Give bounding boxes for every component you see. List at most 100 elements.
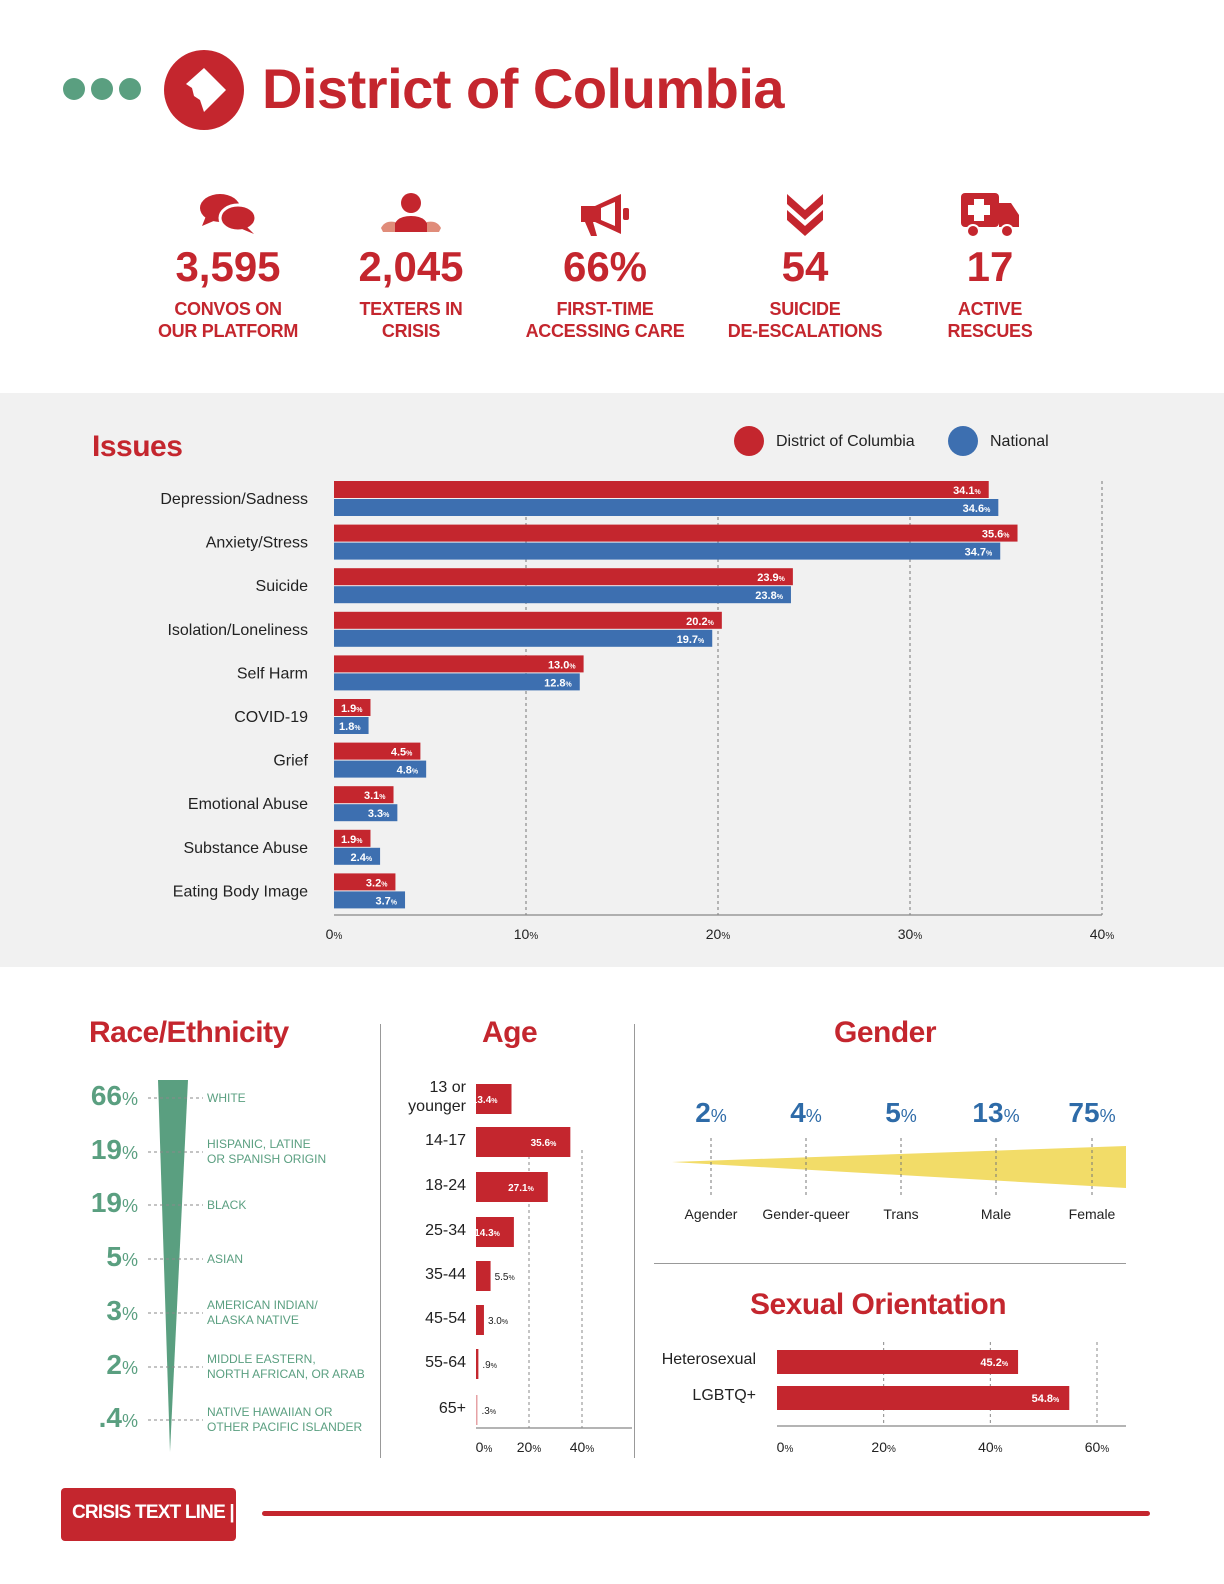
tick-label-value: 0 xyxy=(326,926,334,942)
data-label: 4.8% xyxy=(397,765,419,777)
category-label: Anxiety/Stress xyxy=(206,535,308,552)
bar-national xyxy=(334,847,381,865)
data-label: 3.2% xyxy=(366,877,388,889)
age-data-label-value: 5.5 xyxy=(495,1272,509,1283)
stat-value: 54 xyxy=(781,243,829,290)
orientation-title: Sexual Orientation xyxy=(750,1288,1007,1321)
stat-deescalations: 54 SUICIDE DE-ESCALATIONS xyxy=(705,188,905,342)
age-data-label-value: 14.3 xyxy=(474,1228,494,1239)
data-label-value: 4.8 xyxy=(397,765,412,777)
tick-label-unit: % xyxy=(483,1444,492,1455)
stat-value: 17 xyxy=(966,243,1014,290)
race-percent-value: 2 xyxy=(106,1349,122,1380)
age-data-label: 27.1% xyxy=(508,1183,534,1194)
age-data-label-unit: % xyxy=(490,1409,496,1416)
data-label-value: 34.7 xyxy=(965,547,986,559)
data-label-value: 2.4 xyxy=(351,852,367,864)
tick-label-unit: % xyxy=(994,1444,1003,1455)
megaphone-icon xyxy=(505,188,705,240)
bar-national xyxy=(334,629,713,647)
dc-map-icon xyxy=(164,50,244,130)
orientation-data-label-value: 54.8 xyxy=(1032,1393,1053,1405)
age-title: Age xyxy=(482,1016,538,1049)
age-data-label: .9% xyxy=(482,1360,497,1371)
gender-percent: 4% xyxy=(790,1097,822,1129)
category-label-value: Isolation/Loneliness xyxy=(167,622,308,639)
tick-label: 60% xyxy=(1085,1439,1110,1455)
race-percent-unit: % xyxy=(121,1089,138,1109)
gender-chart xyxy=(672,1138,1126,1196)
data-label-value: 1.9 xyxy=(341,834,356,846)
tick-label-value: 10 xyxy=(514,926,530,942)
gender-percent-value: 4 xyxy=(790,1097,806,1128)
category-label-value: Self Harm xyxy=(237,665,308,682)
data-label: 23.9% xyxy=(757,572,785,584)
data-label-value: 3.7 xyxy=(376,895,391,907)
data-label-value: 20.2 xyxy=(686,616,707,628)
data-label-unit: % xyxy=(379,794,386,801)
data-label-value: 3.3 xyxy=(368,808,383,820)
age-data-label: 13.4% xyxy=(472,1095,498,1106)
bar-dc xyxy=(334,873,396,891)
category-label: Emotional Abuse xyxy=(188,796,308,813)
tick-label-unit: % xyxy=(529,931,538,942)
stat-value: 3,595 xyxy=(175,243,281,290)
race-percent: 3% xyxy=(80,1295,138,1327)
bar-dc xyxy=(334,699,371,716)
race-percent-value: 3 xyxy=(106,1295,122,1326)
stat-texters: 2,045 TEXTERS IN CRISIS xyxy=(311,188,511,342)
stat-label: DE-ESCALATIONS xyxy=(727,321,883,341)
category-label-value: Substance Abuse xyxy=(183,840,308,857)
category-label-value: Suicide xyxy=(256,578,309,595)
data-label-unit: % xyxy=(356,838,363,845)
race-chart xyxy=(148,1080,203,1452)
footer-rule xyxy=(262,1511,1150,1516)
age-category-label: 13 or younger xyxy=(408,1079,466,1115)
data-label-unit: % xyxy=(1003,533,1010,540)
orientation-data-label-value: 45.2 xyxy=(980,1357,1001,1369)
data-label-value: 1.9 xyxy=(341,703,356,715)
stat-label: ACTIVE xyxy=(957,299,1023,319)
data-label: 35.6% xyxy=(982,529,1010,541)
bar-national xyxy=(334,717,369,734)
data-label: 19.7% xyxy=(677,634,705,646)
data-label-value: 3.1 xyxy=(364,790,379,802)
age-data-label-value: 35.6 xyxy=(531,1138,551,1149)
brand-text: CRISIS TEXT LINE | xyxy=(72,1502,235,1523)
bar-dc xyxy=(334,829,371,847)
gender-percent-unit: % xyxy=(900,1106,917,1126)
race-percent-value: .4 xyxy=(98,1402,122,1433)
data-label-unit: % xyxy=(356,707,363,714)
gender-percent: 75% xyxy=(1068,1097,1115,1129)
tick-label: 30% xyxy=(898,926,923,942)
tick-label-unit: % xyxy=(784,1444,793,1455)
stat-first-time: 66% FIRST-TIME ACCESSING CARE xyxy=(505,188,705,342)
divider xyxy=(654,1263,1126,1264)
orientation-data-label: 54.8% xyxy=(1032,1393,1060,1405)
orientation-data-label: 45.2% xyxy=(980,1357,1008,1369)
category-label: COVID-19 xyxy=(234,709,308,726)
data-label: 3.7% xyxy=(376,895,398,907)
race-category-label: ASIAN xyxy=(207,1251,244,1266)
category-label: Isolation/Loneliness xyxy=(167,622,308,639)
stat-label: ACCESSING CARE xyxy=(525,321,685,341)
bar-dc xyxy=(334,742,421,760)
data-label-unit: % xyxy=(569,663,576,670)
age-bar xyxy=(476,1127,571,1157)
category-label: Depression/Sadness xyxy=(160,491,308,508)
category-label-value: Eating Body Image xyxy=(173,883,308,900)
stat-label: CRISIS xyxy=(381,321,441,341)
gender-percent-value: 75 xyxy=(1068,1097,1100,1128)
age-data-label: 14.3% xyxy=(474,1228,500,1239)
data-label-value: 1.8 xyxy=(339,721,354,733)
data-label-unit: % xyxy=(406,751,413,758)
orientation-category-label: Heterosexual xyxy=(661,1351,756,1368)
tick-label-unit: % xyxy=(887,1444,896,1455)
data-label-unit: % xyxy=(566,681,573,688)
age-data-label-unit: % xyxy=(491,1363,497,1370)
data-label-unit: % xyxy=(412,769,419,776)
age-bar xyxy=(476,1395,478,1425)
bar-dc xyxy=(334,524,1018,542)
category-label-value: COVID-19 xyxy=(234,709,308,726)
race-percent-unit: % xyxy=(121,1143,138,1163)
